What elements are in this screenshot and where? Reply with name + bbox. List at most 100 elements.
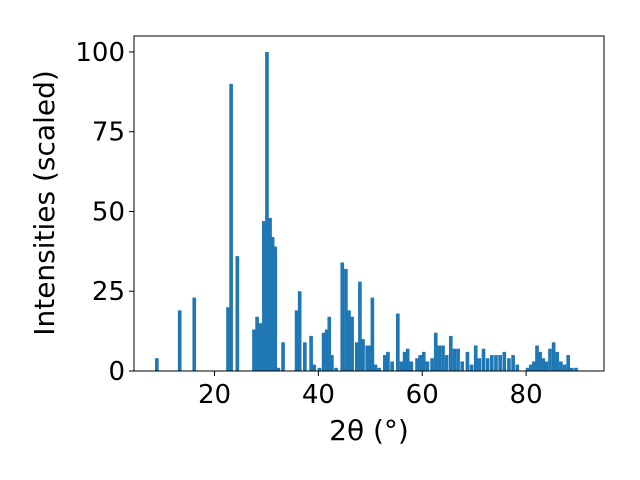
bar — [569, 367, 574, 371]
bar — [330, 355, 334, 371]
bar — [494, 355, 498, 371]
bar — [192, 297, 197, 371]
bar — [270, 237, 275, 371]
x-tick-label: 60 — [406, 380, 439, 410]
bar — [430, 358, 434, 371]
bar — [317, 367, 322, 371]
bar — [347, 310, 351, 371]
x-tick-label: 20 — [198, 380, 231, 410]
bar — [399, 361, 404, 371]
bar — [390, 361, 394, 371]
bar — [324, 329, 329, 371]
bar — [555, 351, 560, 371]
bar — [532, 361, 536, 371]
bar — [473, 345, 478, 371]
bar — [507, 358, 511, 371]
bar — [350, 316, 354, 371]
bar — [538, 351, 542, 371]
bar — [373, 364, 378, 371]
bar — [255, 316, 259, 371]
bar — [525, 367, 530, 371]
y-tick-label: 0 — [108, 357, 125, 387]
bar — [421, 351, 426, 371]
bar — [321, 332, 326, 371]
x-tick-label: 80 — [510, 380, 543, 410]
bar — [562, 364, 567, 371]
bar — [226, 307, 230, 371]
bar — [481, 348, 486, 371]
bar — [433, 332, 438, 371]
bar — [297, 291, 302, 371]
bar — [460, 361, 465, 371]
bar — [367, 345, 372, 371]
bar — [265, 51, 269, 371]
bar — [469, 364, 474, 371]
bar — [452, 348, 457, 371]
bars-group — [155, 51, 578, 372]
bar — [354, 342, 359, 371]
bar — [177, 310, 182, 371]
bar — [344, 268, 348, 371]
bar — [273, 246, 278, 371]
bar — [405, 348, 410, 371]
bar — [485, 358, 490, 371]
bar — [444, 355, 449, 371]
bar — [276, 367, 281, 371]
bar — [441, 345, 445, 371]
bar — [418, 355, 422, 371]
y-axis-ticks: 0 25 50 75 100 — [75, 38, 134, 387]
bar — [361, 339, 365, 371]
y-tick-label: 100 — [75, 38, 125, 68]
bar — [490, 355, 494, 371]
bar — [309, 335, 313, 371]
bar — [528, 364, 533, 371]
bar — [498, 355, 502, 371]
bar — [511, 355, 515, 371]
bar — [334, 367, 338, 371]
bar — [327, 316, 332, 371]
y-tick-label: 75 — [92, 118, 125, 148]
bar — [559, 361, 563, 371]
bar — [386, 351, 390, 371]
bar — [456, 348, 460, 371]
bar — [370, 297, 375, 371]
bar — [477, 358, 482, 371]
bar — [396, 313, 400, 371]
bar — [155, 358, 159, 371]
bar — [535, 345, 539, 371]
bar — [415, 358, 419, 371]
bar — [541, 358, 546, 371]
bar — [551, 342, 556, 371]
y-axis-label: Intensities (scaled) — [28, 70, 61, 336]
bar — [437, 345, 442, 371]
bar — [515, 364, 520, 371]
bar — [502, 351, 507, 371]
x-tick-label: 40 — [302, 380, 335, 410]
bar — [303, 342, 307, 371]
bar — [409, 361, 414, 371]
bar — [340, 262, 345, 371]
bar — [312, 364, 317, 371]
y-tick-label: 25 — [92, 277, 125, 307]
bar — [262, 221, 266, 371]
bar — [268, 217, 272, 371]
bar — [544, 361, 549, 371]
bar — [258, 323, 263, 371]
bar — [377, 367, 381, 371]
bar — [448, 335, 453, 371]
x-axis-label: 2θ (°) — [329, 414, 409, 447]
bar — [281, 342, 285, 371]
bar — [229, 83, 233, 372]
bar — [235, 256, 240, 371]
x-axis-ticks: 20 40 60 80 — [198, 371, 543, 410]
bar — [383, 355, 387, 371]
bar — [425, 361, 430, 371]
bar — [465, 351, 470, 371]
bar — [294, 310, 299, 371]
bar — [402, 351, 407, 371]
bar — [365, 345, 369, 371]
bar — [252, 329, 256, 371]
bar — [548, 348, 552, 371]
